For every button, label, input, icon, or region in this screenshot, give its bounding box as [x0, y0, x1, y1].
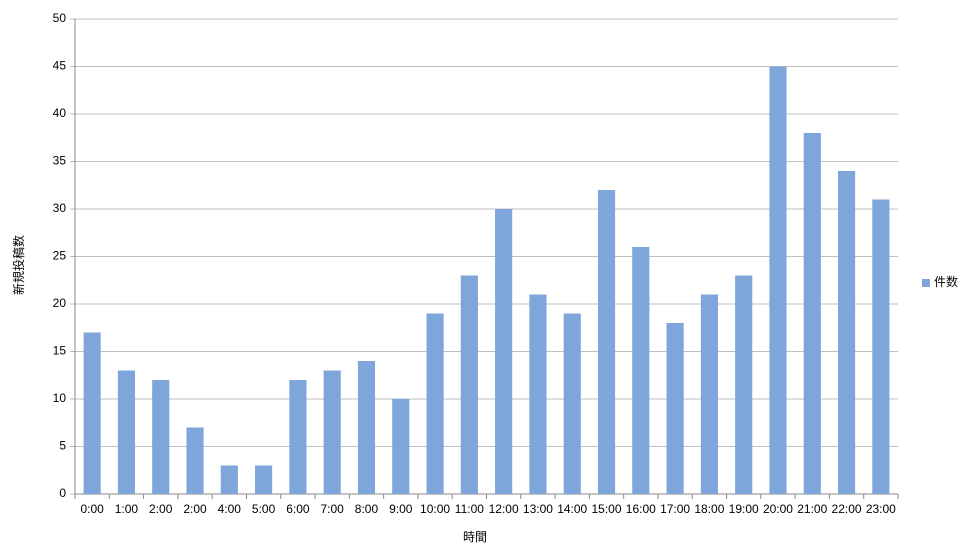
x-tick-label: 5:00	[252, 502, 276, 516]
x-tick-label: 13:00	[523, 502, 553, 516]
x-tick-label: 0:00	[80, 502, 104, 516]
bar	[769, 66, 787, 494]
y-tick-label: 5	[59, 439, 66, 453]
bar	[735, 275, 753, 494]
x-tick-label: 14:00	[557, 502, 587, 516]
legend-label: 件数	[934, 274, 958, 289]
x-tick-label: 1:00	[115, 502, 139, 516]
bar	[597, 190, 616, 494]
y-tick-label: 25	[53, 249, 67, 263]
x-tick-label: 12:00	[489, 502, 519, 516]
bar	[289, 380, 307, 494]
bar	[117, 370, 136, 494]
bar	[220, 465, 238, 494]
y-tick-label: 0	[59, 486, 66, 500]
y-tick-label: 50	[53, 11, 67, 25]
bar	[83, 332, 101, 494]
bar	[460, 275, 478, 494]
x-tick-label: 20:00	[763, 502, 793, 516]
x-tick-label: 8:00	[355, 502, 379, 516]
bar	[632, 247, 650, 494]
x-tick-label: 11:00	[455, 502, 484, 516]
y-tick-label: 35	[53, 154, 67, 168]
bar	[152, 380, 170, 494]
y-tick-label: 40	[53, 106, 67, 120]
x-tick-label: 18:00	[694, 502, 724, 516]
bar	[529, 294, 547, 494]
x-tick-label: 10:00	[420, 502, 450, 516]
x-tick-label: 19:00	[729, 502, 759, 516]
bar	[700, 294, 718, 494]
x-tick-label: 2:00	[183, 502, 207, 516]
x-tick-label: 15:00	[592, 502, 622, 516]
y-axis-title: 新規投稿数	[11, 235, 26, 295]
x-tick-label: 7:00	[321, 502, 345, 516]
x-tick-label: 17:00	[660, 502, 690, 516]
bar	[186, 427, 204, 494]
x-tick-label: 6:00	[286, 502, 310, 516]
bar	[803, 133, 821, 494]
y-tick-label: 45	[53, 59, 67, 73]
legend-swatch	[922, 279, 930, 287]
y-tick-label: 30	[53, 201, 67, 215]
bar	[837, 171, 856, 494]
x-tick-label: 16:00	[626, 502, 656, 516]
bar	[357, 361, 376, 494]
x-tick-label: 4:00	[218, 502, 242, 516]
bar	[392, 399, 410, 494]
bar	[495, 209, 513, 494]
x-tick-label: 22:00	[832, 502, 862, 516]
x-axis-title: 時間	[463, 530, 487, 544]
bar	[426, 313, 444, 494]
x-tick-label: 2:00	[149, 502, 173, 516]
bar	[255, 465, 273, 494]
bar	[323, 370, 341, 494]
y-tick-label: 10	[53, 391, 67, 405]
x-tick-label: 23:00	[866, 502, 896, 516]
bar	[872, 199, 890, 494]
x-tick-label: 9:00	[389, 502, 413, 516]
y-tick-label: 15	[53, 344, 67, 358]
y-tick-label: 20	[53, 296, 67, 310]
x-tick-label: 21:00	[797, 502, 827, 516]
bar	[666, 323, 684, 494]
bar	[563, 313, 581, 494]
